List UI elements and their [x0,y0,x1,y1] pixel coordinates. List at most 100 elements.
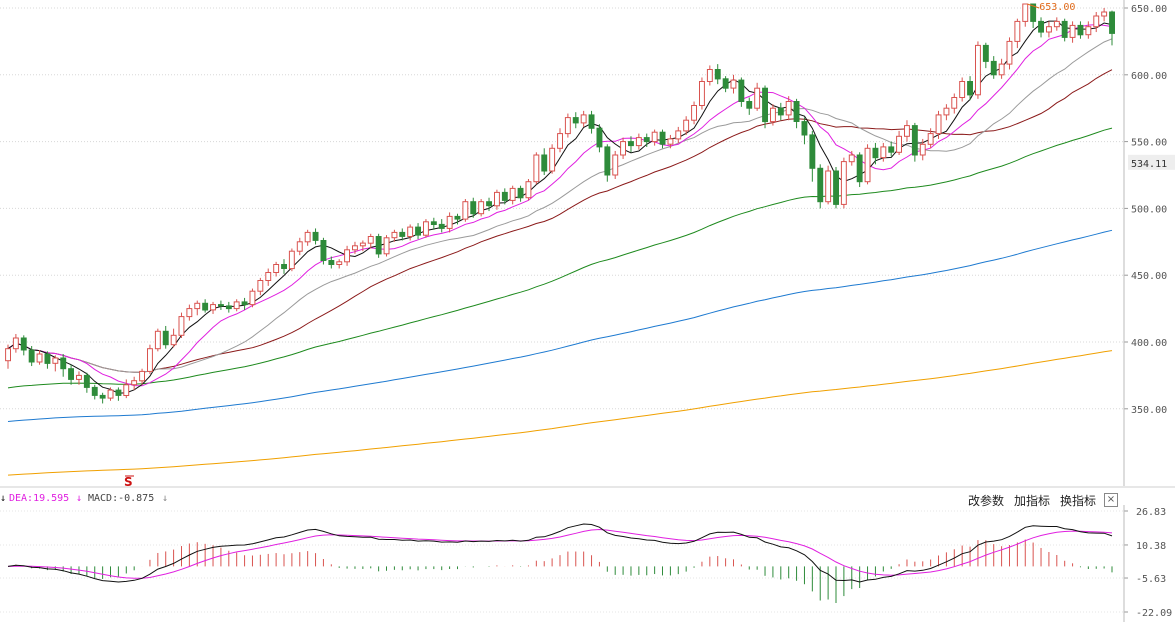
candle-up [478,201,485,215]
candle-down [628,141,634,147]
candle-down [202,302,209,311]
candle-up [533,154,540,183]
candle-down [68,368,74,380]
candle-up [699,81,705,106]
candle-up [564,117,571,135]
candle-up [1101,11,1108,17]
candle-up [927,133,934,145]
change-params-button[interactable]: 改参数 [968,494,1005,508]
ma250-line [7,350,1113,476]
ma120-line [7,229,1113,422]
candle-down [833,170,839,205]
candle-down [801,121,808,136]
price-tick-label: 600.00 [1131,71,1167,82]
candle-down [312,231,319,241]
candle-down [430,221,437,226]
ma20-line [7,38,1113,373]
candle-up [178,316,185,336]
macd-panel: 26.83 10.38 -5.63 -22.09 [0,505,1172,622]
candle-up [880,146,887,159]
candlestick-series [5,3,1115,404]
candle-down [99,394,106,399]
candle-down [1038,20,1044,33]
candle-up [959,81,966,98]
candle-down [911,125,918,156]
candle-up [620,141,626,156]
candle-up [691,105,697,121]
candle-up [1022,3,1029,22]
candle-up [1014,20,1021,42]
candle-up [683,119,690,132]
candle-up [998,63,1005,76]
price-marker: 534.11 [1131,159,1167,170]
candle-up [186,308,193,318]
macd-arrow-icon: ↓ [162,493,169,504]
ma60-line [7,127,1113,389]
candle-up [840,161,847,205]
candle-down [399,231,406,237]
candle-down [1061,20,1068,38]
candle-up [352,245,358,251]
candle-up [446,215,453,229]
candle-up [848,154,855,163]
price-tick-label: 350.00 [1131,405,1167,416]
candle-down [320,240,327,261]
candle-up [123,384,130,396]
candle-up [383,237,390,255]
candle-up [257,280,264,292]
close-icon[interactable]: × [1104,493,1118,507]
candle-down [872,147,879,159]
signal-marker: S [124,475,133,489]
candle-up [107,389,114,399]
candle-down [415,226,422,236]
candle-up [1006,40,1013,65]
candle-up [904,125,910,137]
candle-up [391,231,398,239]
price-tick-label: 400.00 [1131,338,1167,349]
candle-up [706,69,713,82]
candle-up [296,241,303,252]
candle-down [218,304,224,307]
candle-up [1053,20,1060,28]
candle-up [407,226,414,238]
switch-indicator-button[interactable]: 换指标 [1060,494,1097,508]
candle-down [659,131,666,145]
candle-up [249,290,256,306]
add-indicator-button[interactable]: 加指标 [1014,494,1051,508]
candle-down [225,305,232,310]
candle-up [147,348,153,372]
candle-up [367,236,374,244]
candle-up [864,147,871,183]
candle-down [596,127,603,148]
candle-up [5,348,11,362]
candle-up [951,97,958,109]
candle-up [344,249,351,263]
candle-down [83,374,90,388]
candle-down [777,107,784,116]
candle-up [509,187,516,201]
candle-down [91,386,98,396]
gridlines [0,7,1124,410]
candle-up [288,250,295,270]
ma30-line [7,69,1113,373]
candle-up [770,107,776,123]
candle-up [139,370,146,382]
candle-up [975,44,981,96]
dea-label: DEA:19.595 [9,493,70,504]
candle-down [1077,24,1084,36]
candle-up [36,353,43,363]
candle-down [643,137,650,143]
candle-up [154,330,161,350]
candle-up [336,261,343,265]
candle-up [170,334,177,346]
candle-up [943,107,950,116]
candle-down [856,154,863,183]
candle-up [1085,26,1092,36]
candle-down [1109,11,1115,34]
candle-down [588,114,595,129]
candle-up [210,304,217,311]
candle-down [28,349,35,363]
candle-down [1030,3,1037,22]
candle-up [896,135,902,153]
